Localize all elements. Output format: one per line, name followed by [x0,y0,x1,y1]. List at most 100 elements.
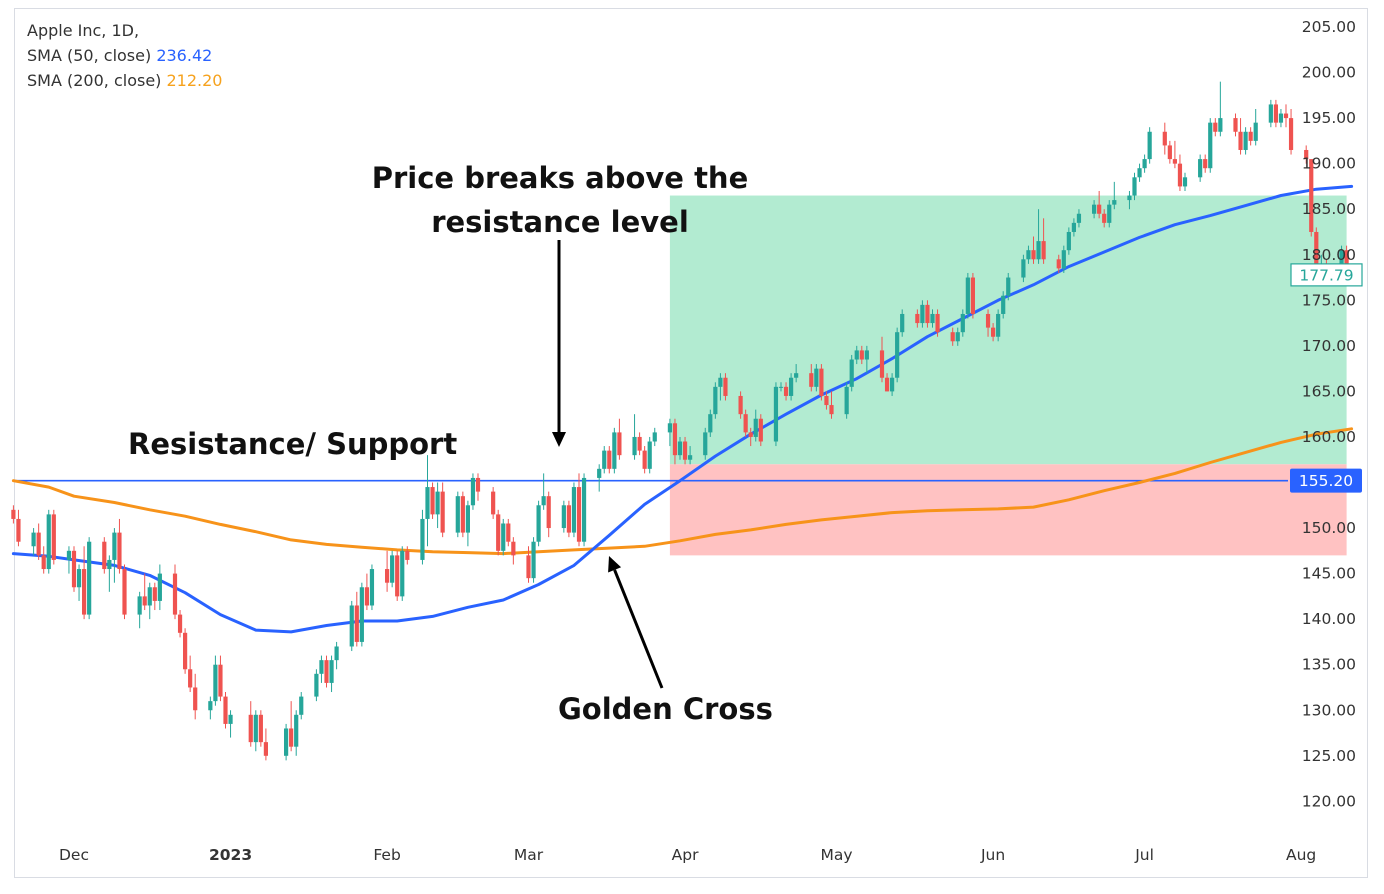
candle-body [395,555,400,597]
candle-body [647,441,652,469]
annotation-arrows [552,240,664,689]
candle-body [491,491,496,515]
candle-body [1203,159,1208,169]
candle [632,414,637,460]
candle [1238,118,1243,155]
candle-body [900,313,905,333]
candle-body [1208,122,1213,169]
candle-body [1071,222,1076,232]
candle-body [607,450,612,469]
candle [915,309,920,328]
candle-body [36,532,41,556]
candle [258,710,263,747]
candle [794,364,799,383]
candle [1127,190,1132,210]
candle [1172,140,1177,169]
candle-body [890,377,895,392]
candle-body [334,646,339,661]
candle [637,432,642,456]
candle-body [1102,213,1107,223]
candle [501,518,506,556]
candle-body [253,714,258,743]
candle-body [1036,241,1041,260]
candle-body [11,509,16,519]
candle-body [672,423,678,456]
y-tick-label: 140.00 [1302,610,1356,628]
candle [349,600,354,652]
candle [849,354,854,392]
candle [925,300,930,328]
candle-body [193,687,198,711]
price-badges: 155.20 177.79 [1290,263,1363,493]
candle [996,309,1001,342]
candle-body [122,569,127,615]
candle-body [884,377,890,392]
last-price-badge: 177.79 [1290,263,1363,287]
candle [920,300,925,328]
candle [299,692,304,720]
candle-body [1041,241,1046,260]
candle [420,509,425,565]
candle [16,509,21,547]
candle [1182,172,1188,191]
candle [177,610,183,638]
candle-body [319,660,324,674]
candle-body [107,559,112,570]
candle [531,537,536,583]
candle [561,500,566,533]
candle [289,701,294,752]
candle [390,550,395,588]
candle [263,728,268,761]
candle [460,491,465,538]
x-axis: Dec 2023 Feb Mar Apr May Jun Jul Aug [59,846,1316,864]
candle [1167,140,1172,164]
candle-body [172,573,178,615]
breakout-arrow [552,240,566,447]
candle [617,418,622,460]
candle [1031,236,1036,264]
candle-body [1288,118,1294,150]
candle-body [183,632,188,670]
candle-body [177,614,183,633]
candle [324,655,329,688]
candle [1142,154,1147,173]
candle-body [688,455,693,460]
candle [682,436,688,465]
candle [743,409,748,437]
candle [359,582,364,647]
candle-body [794,373,799,378]
candle-body [1268,104,1273,123]
candle [597,464,602,492]
candle-body [188,669,193,688]
candle [1092,200,1097,219]
candle-body [1218,118,1223,132]
candle [1268,99,1273,128]
candle-body [1283,113,1289,119]
candle [319,655,324,683]
annotation-price-breaks-line2: resistance level [431,205,689,239]
candle-body [1344,250,1349,269]
candle-body [71,550,77,588]
candle-body [576,487,582,542]
annotation-resistance-support: Resistance/ Support [128,427,458,461]
candle [1001,291,1006,319]
candle-body [612,432,617,469]
candle-body [1278,113,1284,123]
candle [541,473,546,510]
candle [1102,209,1107,228]
candle-body [208,701,213,711]
candle [652,427,657,447]
candle [470,473,476,510]
x-tick-label: Apr [672,846,699,864]
candle-body [758,418,763,442]
candle [965,272,970,319]
candle-body [1314,231,1319,269]
candle-body [1107,204,1112,223]
candle [688,446,693,465]
candle [400,546,405,601]
last-price-badge-bg [1290,263,1363,287]
candle-body [581,477,587,542]
candle-body [991,327,996,337]
candle-body [218,664,223,697]
